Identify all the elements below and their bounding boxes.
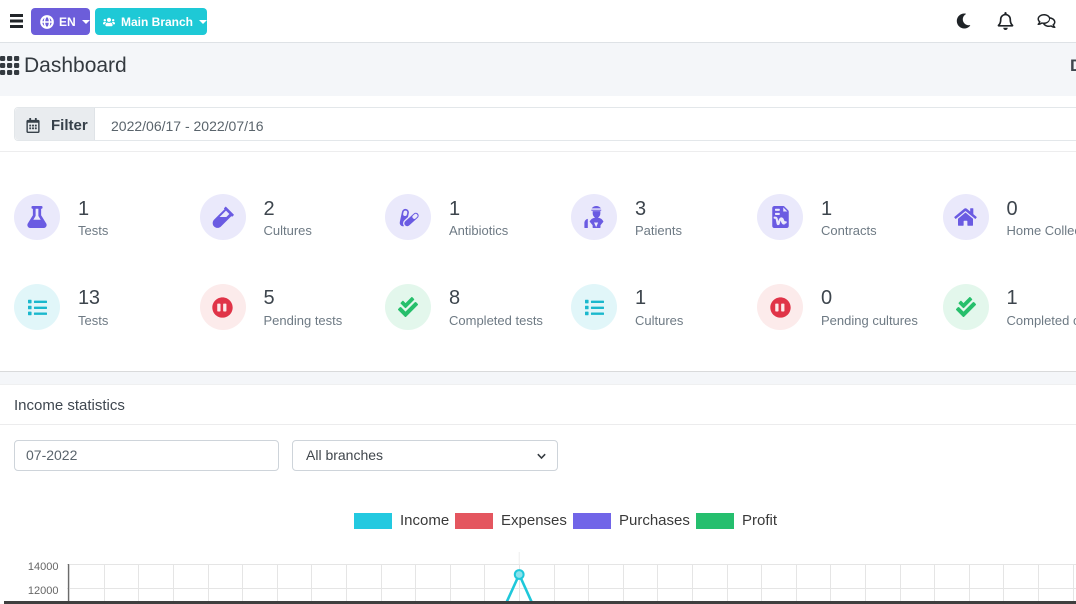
svg-text:14000: 14000 <box>28 561 59 573</box>
svg-text:12000: 12000 <box>28 585 59 597</box>
